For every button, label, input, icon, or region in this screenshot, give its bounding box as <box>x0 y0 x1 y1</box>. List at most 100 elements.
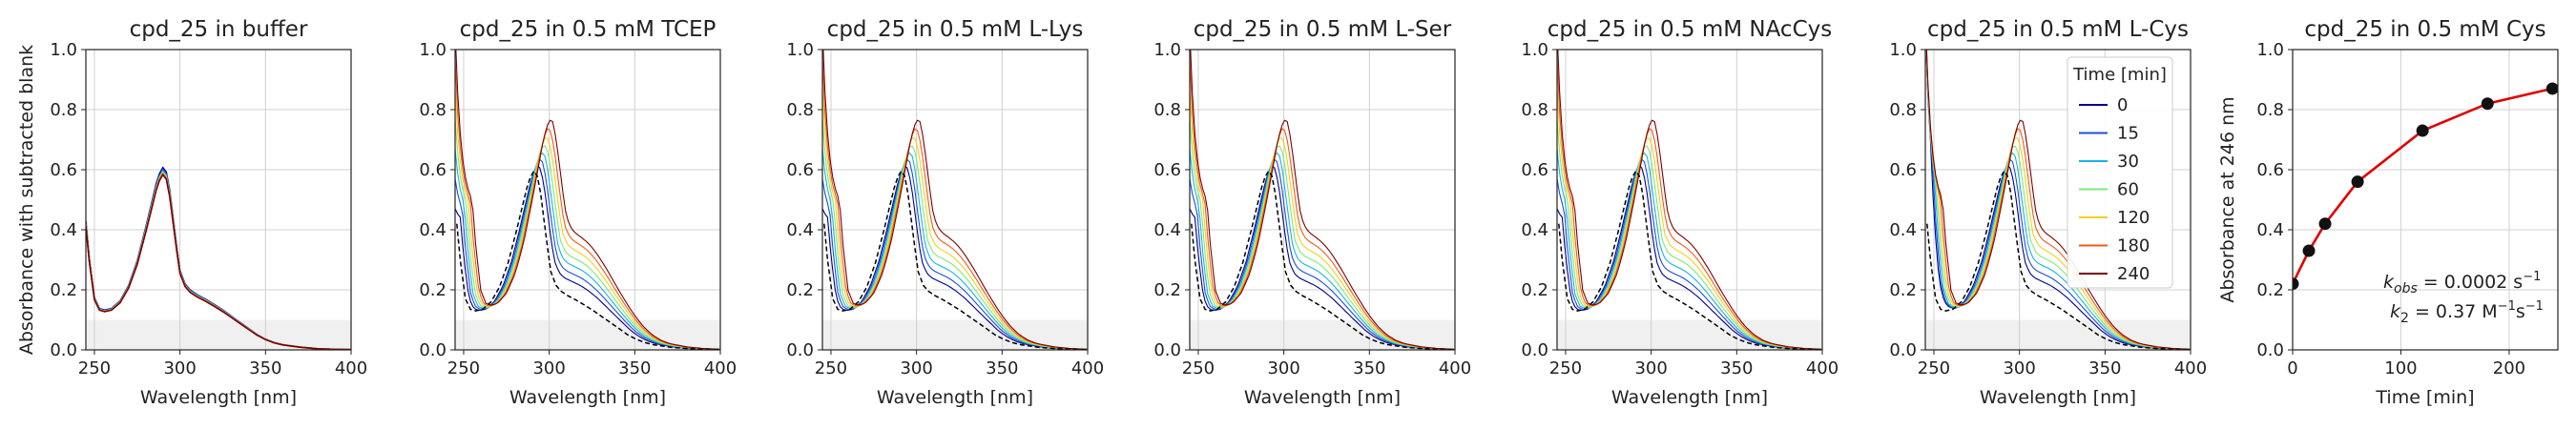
x-tick-label: 300 <box>1634 358 1667 378</box>
y-tick-label: 0.2 <box>786 280 814 300</box>
series-line-180 <box>1557 59 1822 350</box>
plot-area <box>822 50 1088 350</box>
plot-area <box>86 166 351 350</box>
series-line-240 <box>1557 50 1822 350</box>
panel-title: cpd_25 in 0.5 mM L-Cys <box>1927 17 2189 42</box>
series-line-30 <box>1190 149 1455 350</box>
annotation-part: s <box>2516 301 2525 322</box>
y-tick-label: 1.0 <box>50 40 77 60</box>
axes-frame <box>2292 49 2559 351</box>
reference-dashed-line <box>1558 170 1822 350</box>
series-line-240 <box>1925 50 2191 350</box>
x-tick-label: 200 <box>2493 358 2525 378</box>
x-tick-label: 250 <box>1918 358 1950 378</box>
y-tick-label: 0.4 <box>419 220 447 240</box>
annotation-part: −1 <box>2523 270 2541 284</box>
x-tick-label: 350 <box>618 358 651 378</box>
x-tick-label: 250 <box>1549 358 1582 378</box>
series-line-240 <box>1190 50 1455 350</box>
annotation-part: k <box>2390 301 2401 322</box>
data-point <box>2481 97 2494 111</box>
reference-dashed-line <box>456 170 720 350</box>
x-tick-label: 400 <box>335 358 367 378</box>
x-tick-label: 250 <box>1182 358 1215 378</box>
y-tick-label: 0.0 <box>1521 340 1548 360</box>
x-tick-label: 300 <box>163 358 196 378</box>
x-axis-label: Wavelength [nm] <box>1611 387 1768 408</box>
series-line-60 <box>822 118 1088 350</box>
x-tick-label: 400 <box>1439 358 1471 378</box>
y-tick-label: 0.4 <box>1153 220 1181 240</box>
data-point <box>2545 82 2558 95</box>
axes-frame <box>1924 49 2192 351</box>
data-point <box>2302 244 2316 257</box>
series-line-60 <box>1190 118 1455 350</box>
x-tick-label: 250 <box>78 358 111 378</box>
data-point <box>2293 277 2299 291</box>
x-tick-label: 300 <box>1267 358 1299 378</box>
x-tick-label: 350 <box>986 358 1018 378</box>
annotation-part: 2 <box>2400 311 2409 326</box>
series-line-120 <box>1557 89 1822 350</box>
series-line-180 <box>1190 59 1455 350</box>
legend-label-30: 30 <box>2117 152 2139 172</box>
x-axis-label: Time [min] <box>2375 387 2474 408</box>
x-axis-label: Wavelength [nm] <box>877 387 1033 408</box>
y-tick-label: 1.0 <box>1889 40 1917 60</box>
y-tick-label: 0.6 <box>1889 160 1917 180</box>
y-tick-label: 0.8 <box>786 100 814 120</box>
panel-title: cpd_25 in 0.5 mM L-Ser <box>1194 17 1452 42</box>
x-tick-label: 350 <box>1353 358 1385 378</box>
y-tick-label: 0.6 <box>50 160 77 180</box>
y-tick-label: 0.4 <box>1521 220 1548 240</box>
x-tick-label: 100 <box>2384 358 2417 378</box>
annotation-part: obs <box>2394 281 2418 296</box>
x-tick-label: 0 <box>2287 358 2297 378</box>
series-line-60 <box>1557 118 1822 350</box>
x-tick-label: 400 <box>1071 358 1104 378</box>
y-tick-label: 0.0 <box>1153 340 1181 360</box>
y-tick-label: 0.2 <box>1889 280 1917 300</box>
series-line-120 <box>822 89 1088 350</box>
y-tick-label: 1.0 <box>786 40 814 60</box>
x-tick-label: 400 <box>2174 358 2207 378</box>
y-tick-label: 0.6 <box>419 160 447 180</box>
y-tick-label: 1.0 <box>1521 40 1548 60</box>
y-tick-label: 0.0 <box>2256 340 2284 360</box>
data-point <box>2351 175 2364 189</box>
data-point <box>2318 217 2332 231</box>
y-tick-label: 0.6 <box>1521 160 1548 180</box>
axes-frame <box>454 49 721 351</box>
series-line-120 <box>455 89 720 350</box>
series-line-180 <box>455 59 720 350</box>
shaded-band <box>86 319 351 350</box>
x-tick-label: 350 <box>249 358 281 378</box>
x-tick-label: 400 <box>1806 358 1839 378</box>
legend-title: Time [min] <box>2072 65 2167 85</box>
series-line-240 <box>86 173 351 350</box>
panel-title: cpd_25 in 0.5 mM NAcCys <box>1548 17 1832 42</box>
y-tick-label: 0.4 <box>786 220 814 240</box>
y-tick-label: 0.8 <box>50 100 77 120</box>
y-tick-label: 0.2 <box>50 280 77 300</box>
axes-frame <box>821 49 1089 351</box>
y-tick-label: 0.4 <box>2256 220 2284 240</box>
x-tick-label: 250 <box>447 358 480 378</box>
series-line-30 <box>822 149 1088 350</box>
y-tick-label: 0.8 <box>419 100 447 120</box>
annotation-part: k <box>2383 272 2395 293</box>
legend-label-60: 60 <box>2117 180 2139 200</box>
series-line-30 <box>455 149 720 350</box>
y-tick-label: 0.2 <box>1153 280 1181 300</box>
y-tick-label: 1.0 <box>1153 40 1181 60</box>
y-tick-label: 0.2 <box>1521 280 1548 300</box>
legend: Time [min] 0 15 30 60 120 180 240 <box>2067 56 2173 289</box>
x-axis-label: Wavelength [nm] <box>509 387 666 408</box>
annotation-part: −1 <box>2525 299 2544 314</box>
panel-7: 0.0 0.2 0.4 0.6 0.8 1.0 0 100 200 cpd_25 in 0.5 m… <box>2217 17 2559 408</box>
x-tick-label: 300 <box>900 358 932 378</box>
series-line-30 <box>1557 149 1822 350</box>
annotation-part: = 0.0002 s <box>2418 272 2523 293</box>
